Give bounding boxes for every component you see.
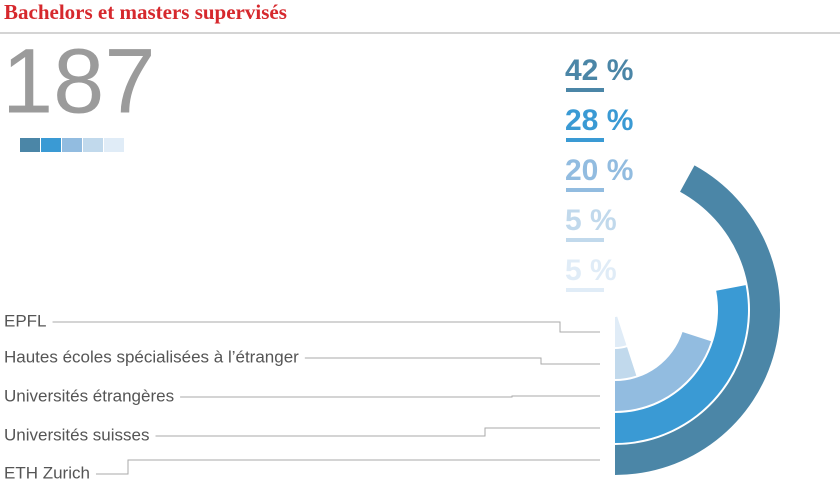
category-label: ETH Zurich bbox=[4, 463, 90, 482]
connector bbox=[52, 321, 600, 333]
value-label: 20 % bbox=[565, 154, 633, 187]
connector bbox=[180, 395, 600, 398]
arc-bar bbox=[615, 285, 748, 443]
legend-swatch bbox=[20, 138, 40, 152]
value-underline bbox=[566, 188, 604, 192]
legend-swatch bbox=[83, 138, 103, 152]
value-label: 42 % bbox=[565, 54, 633, 87]
category-label: Universités suisses bbox=[4, 425, 150, 444]
total: 187 bbox=[2, 30, 156, 132]
category-label: Hautes écoles spécialisées à l’étranger bbox=[4, 347, 299, 366]
arc-bar bbox=[615, 331, 712, 411]
value-label: 5 % bbox=[565, 204, 617, 237]
value-label: 5 % bbox=[565, 254, 617, 287]
connector bbox=[304, 357, 600, 365]
category-label: Universités étrangères bbox=[4, 386, 174, 405]
arc-bar bbox=[615, 316, 627, 347]
legend-swatch bbox=[41, 138, 61, 152]
value-label: 28 % bbox=[565, 104, 633, 137]
value-underline bbox=[566, 88, 604, 92]
connector bbox=[155, 427, 600, 437]
value-underline bbox=[566, 288, 604, 292]
legend-swatch bbox=[104, 138, 124, 152]
category-label: EPFL bbox=[4, 311, 47, 330]
arc-bar bbox=[615, 165, 780, 475]
arc-bar bbox=[615, 347, 637, 379]
value-underline bbox=[566, 238, 604, 242]
chart-title: Bachelors et masters supervisés bbox=[4, 0, 287, 24]
connector bbox=[95, 459, 600, 475]
legend-swatch bbox=[62, 138, 82, 152]
value-underline bbox=[566, 138, 604, 142]
